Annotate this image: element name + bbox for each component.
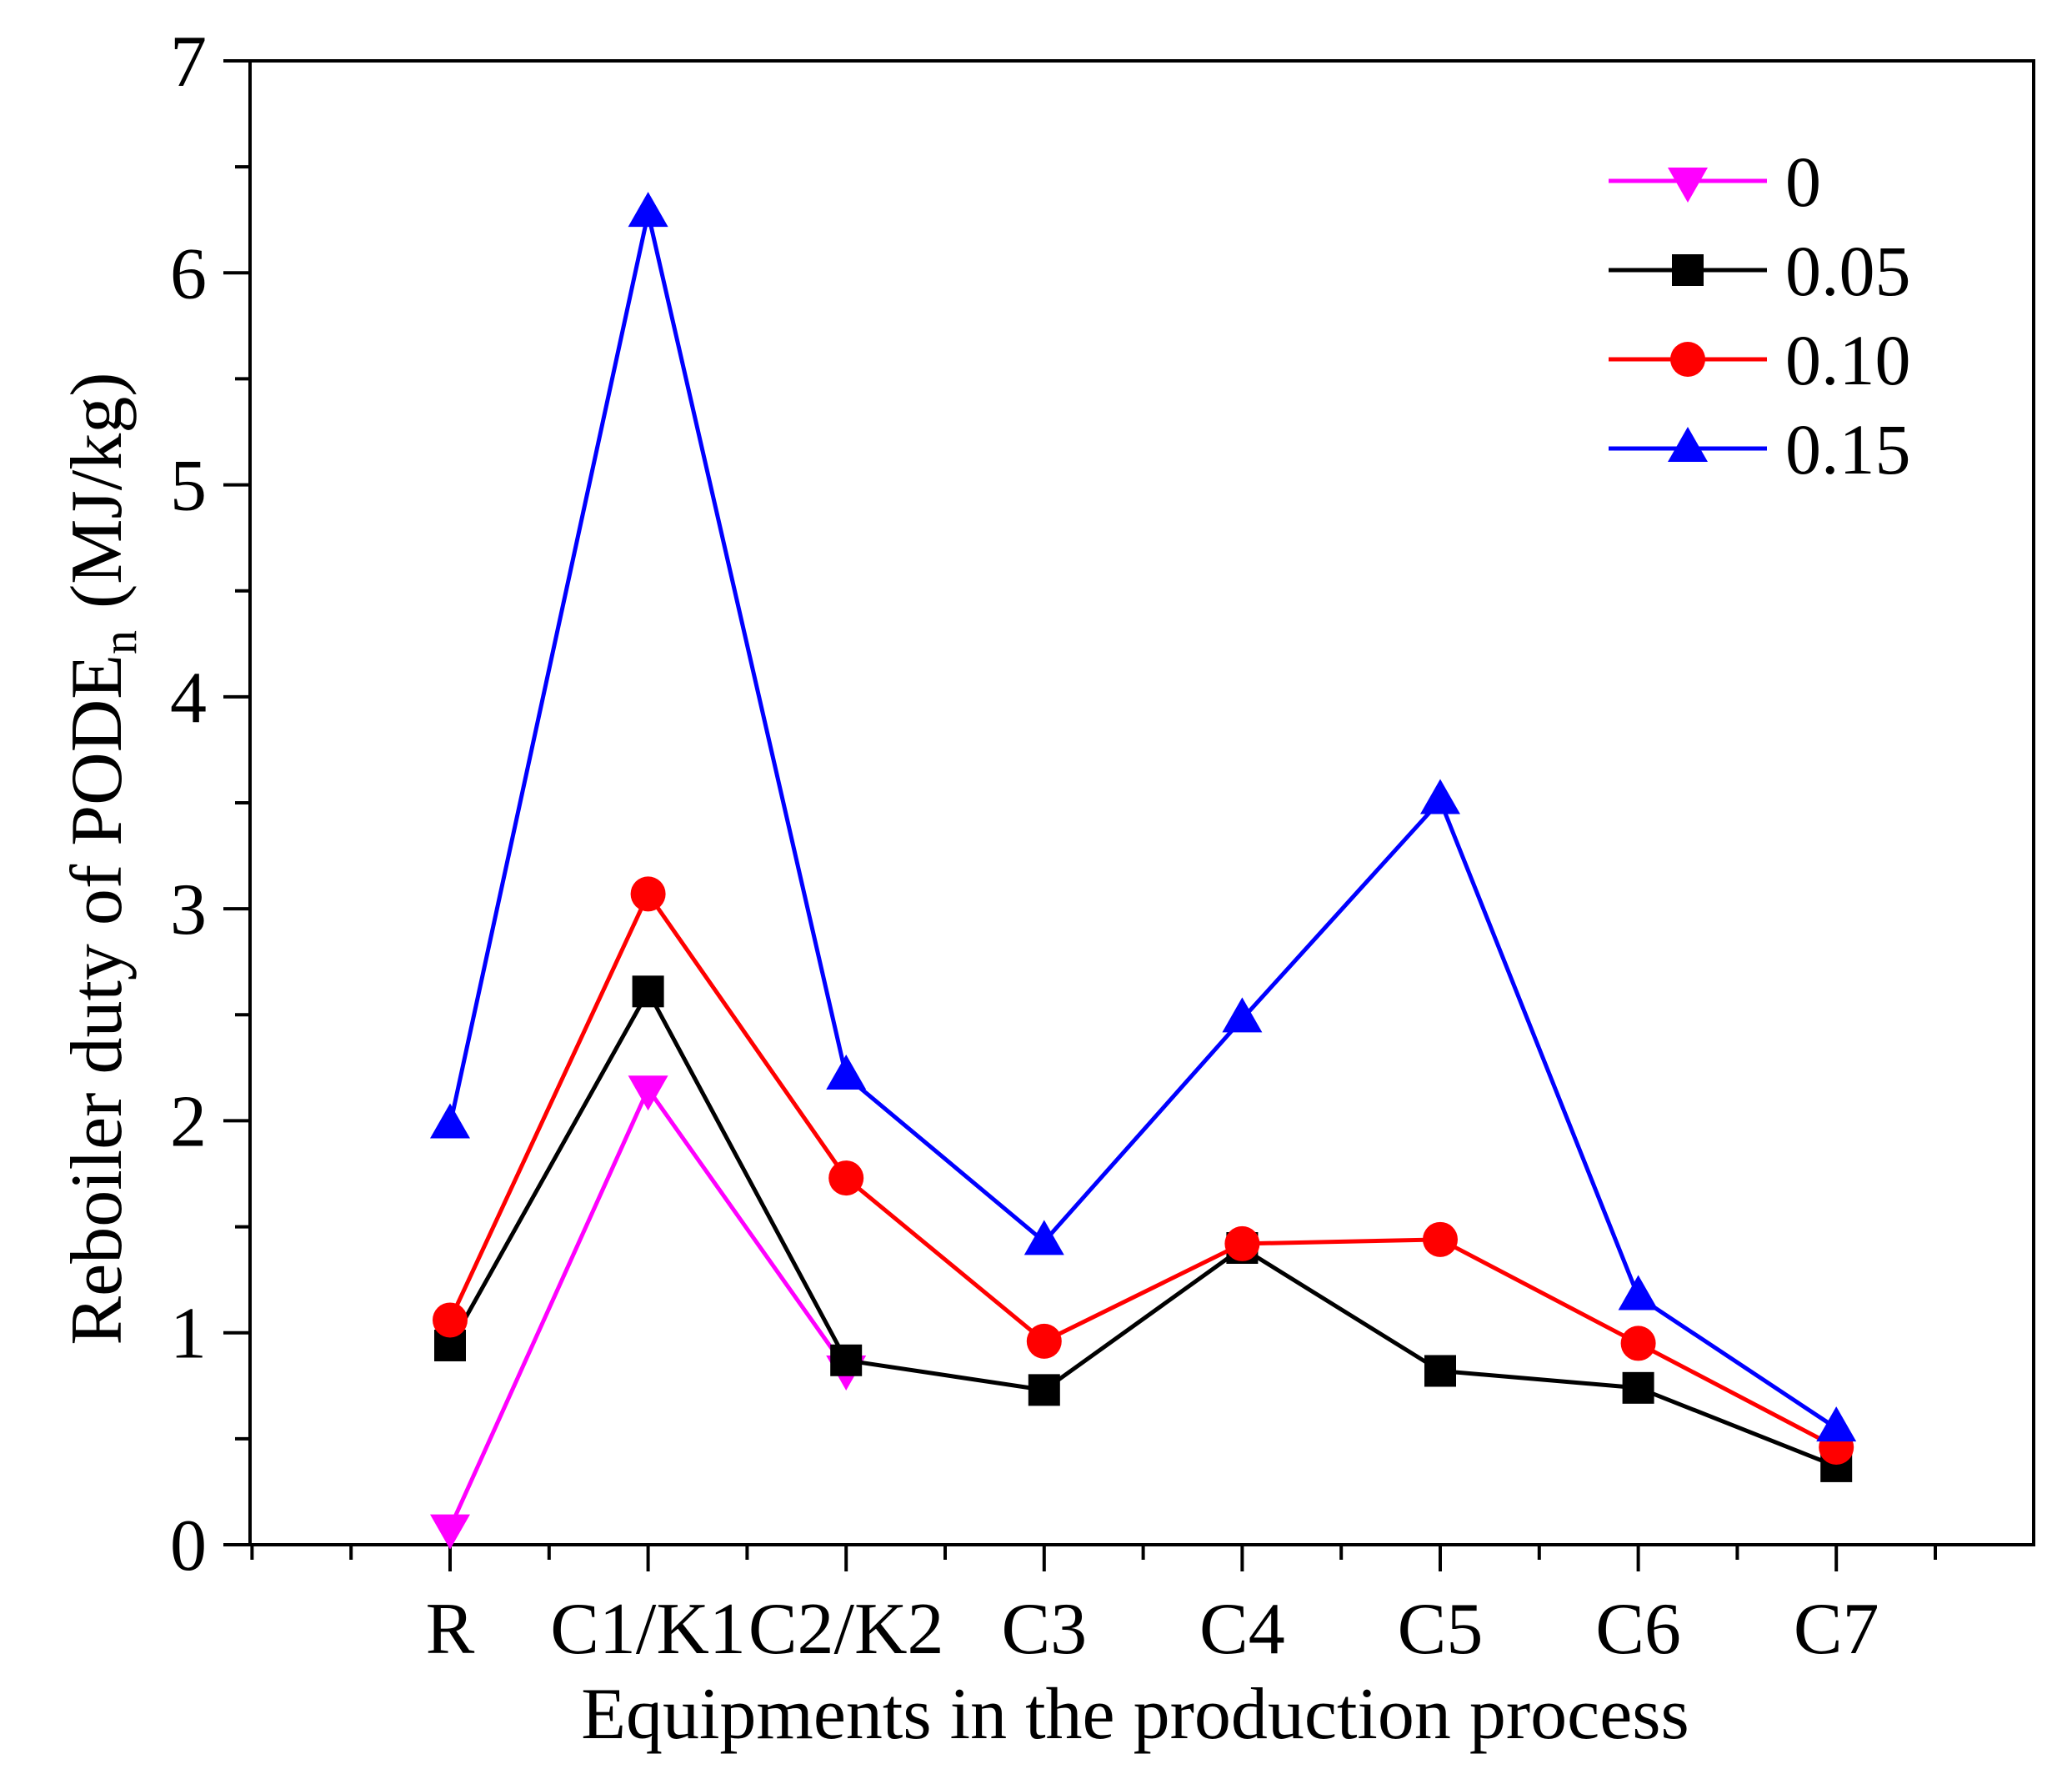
x-axis-title: Equipments in the production process — [581, 1674, 1689, 1755]
series-line — [448, 890, 1838, 1450]
y-tick-label: 1 — [170, 1294, 207, 1375]
data-point — [1424, 1355, 1456, 1387]
data-point — [1816, 1406, 1857, 1442]
y-tick-label: 4 — [170, 658, 207, 739]
data-point — [628, 1075, 668, 1111]
y-axis-title-main: Reboiler duty of PODE — [57, 654, 138, 1346]
series-line — [448, 213, 1838, 1431]
y-axis-title-units: (MJ/kg) — [57, 372, 138, 609]
series-0.10 — [433, 876, 1854, 1466]
data-point — [1620, 1325, 1656, 1361]
data-point — [1028, 1374, 1060, 1406]
x-tick-label: C2/K2 — [748, 1589, 944, 1670]
data-point — [632, 975, 664, 1008]
y-axis-title: Reboiler duty of PODEn (MJ/kg) — [57, 372, 147, 1345]
data-point — [826, 1055, 867, 1090]
y-tick-label: 0 — [170, 1506, 207, 1586]
axes: 0 1 2 3 4 5 6 7 R C1/K1 C2/K2 C3 C4 C5 C6 C7 — [170, 22, 2035, 1670]
y-tick-label: 6 — [170, 233, 207, 314]
data-point — [433, 1302, 468, 1338]
y-axis-title-subscript: n — [93, 630, 147, 654]
legend-marker — [1670, 342, 1705, 377]
series-0.15 — [430, 192, 1857, 1442]
legend-label: 0.10 — [1785, 320, 1911, 400]
data-point — [1222, 997, 1263, 1033]
x-tick-label: C6 — [1595, 1589, 1681, 1670]
x-tick-label: C3 — [1001, 1589, 1087, 1670]
y-tick-label: 7 — [170, 22, 207, 103]
data-point — [1420, 779, 1460, 814]
y-tick-label: 5 — [170, 446, 207, 527]
legend-label: 0.15 — [1785, 409, 1911, 489]
data-point — [830, 1344, 863, 1376]
x-tick-label: C4 — [1199, 1589, 1285, 1670]
x-tick-label: R — [426, 1589, 475, 1670]
data-point — [630, 876, 666, 912]
legend-label: 0.05 — [1785, 231, 1911, 311]
y-tick-label: 2 — [170, 1081, 207, 1162]
data-point — [1423, 1221, 1458, 1257]
data-point — [1622, 1371, 1654, 1404]
x-tick-label: C5 — [1398, 1589, 1484, 1670]
legend-marker — [1672, 254, 1704, 286]
data-point — [1023, 1220, 1064, 1255]
data-point — [430, 1103, 470, 1139]
y-tick-label: 3 — [170, 869, 207, 950]
data-point — [1618, 1275, 1659, 1310]
legend-label: 0 — [1785, 142, 1821, 222]
legend: 0 0.05 0.10 0.15 — [1609, 142, 1911, 489]
x-tick-label: C7 — [1794, 1589, 1879, 1670]
data-point — [1224, 1225, 1260, 1261]
x-tick-label: C1/K1 — [550, 1589, 746, 1670]
legend-marker — [1668, 427, 1708, 462]
legend-marker — [1668, 168, 1708, 203]
data-point — [1026, 1323, 1062, 1359]
series-line — [448, 987, 1838, 1469]
data-point — [628, 192, 668, 228]
data-point — [430, 1514, 470, 1550]
series-layer — [430, 192, 1857, 1550]
data-point — [828, 1160, 864, 1196]
